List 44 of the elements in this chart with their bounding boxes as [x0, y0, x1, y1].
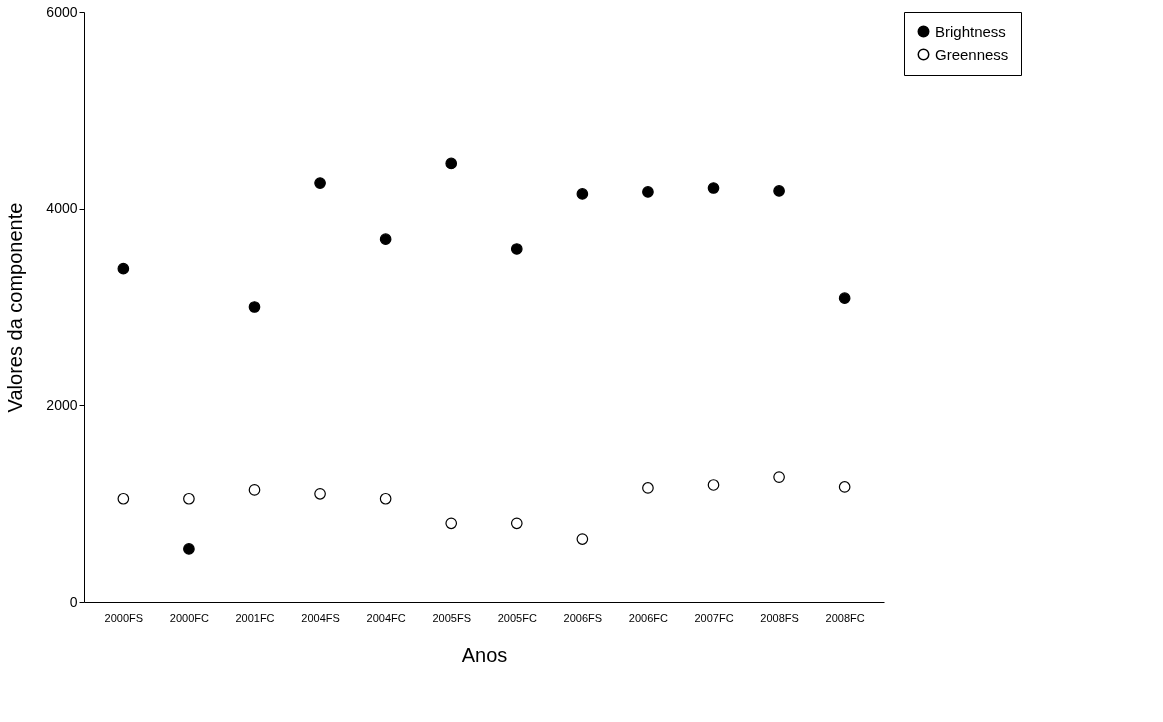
x-tick-label: 2000FS [104, 611, 144, 624]
point [445, 517, 458, 530]
point [707, 479, 720, 491]
x-tick-label: 2007FC [694, 611, 734, 624]
x-tick-label: 2001FC [235, 611, 275, 624]
point [510, 517, 523, 530]
point [379, 233, 392, 245]
y-tick-label: 2000 [46, 396, 78, 413]
point [248, 484, 261, 496]
x-tick-label: 2005FC [497, 611, 537, 624]
point [576, 533, 589, 545]
point [248, 301, 261, 313]
x-tick-label: 2008FC [825, 611, 865, 624]
y-axis-title: Valores da componente [4, 202, 27, 413]
x-tick-label: 2005FS [432, 611, 471, 624]
point [117, 262, 130, 275]
x-tick-label: 2006FS [563, 611, 603, 624]
point [183, 543, 195, 555]
point [576, 188, 589, 200]
x-axis-title: Anos [461, 643, 508, 666]
y-tick-label: 0 [69, 593, 78, 610]
point [707, 182, 720, 194]
legend-label: Brightness [935, 22, 1006, 40]
x-tick-label: 2004FC [366, 611, 406, 624]
point [642, 482, 654, 494]
point [117, 492, 130, 505]
y-tick-label: 6000 [46, 3, 78, 20]
legend-label: Greenness [935, 45, 1009, 63]
x-tick-label: 2008FS [760, 611, 799, 624]
x-tick-label: 2004FS [301, 611, 340, 624]
point [183, 492, 195, 505]
point [642, 186, 654, 198]
point [838, 292, 851, 304]
point [510, 243, 523, 255]
y-tick-label: 4000 [46, 200, 78, 217]
point [314, 488, 326, 500]
point [314, 177, 326, 189]
point [379, 492, 392, 505]
point [773, 185, 785, 197]
point [838, 481, 851, 493]
x-tick-label: 2000FC [169, 611, 210, 624]
point [773, 471, 785, 483]
x-tick-label: 2006FC [628, 611, 669, 624]
point [445, 157, 458, 170]
